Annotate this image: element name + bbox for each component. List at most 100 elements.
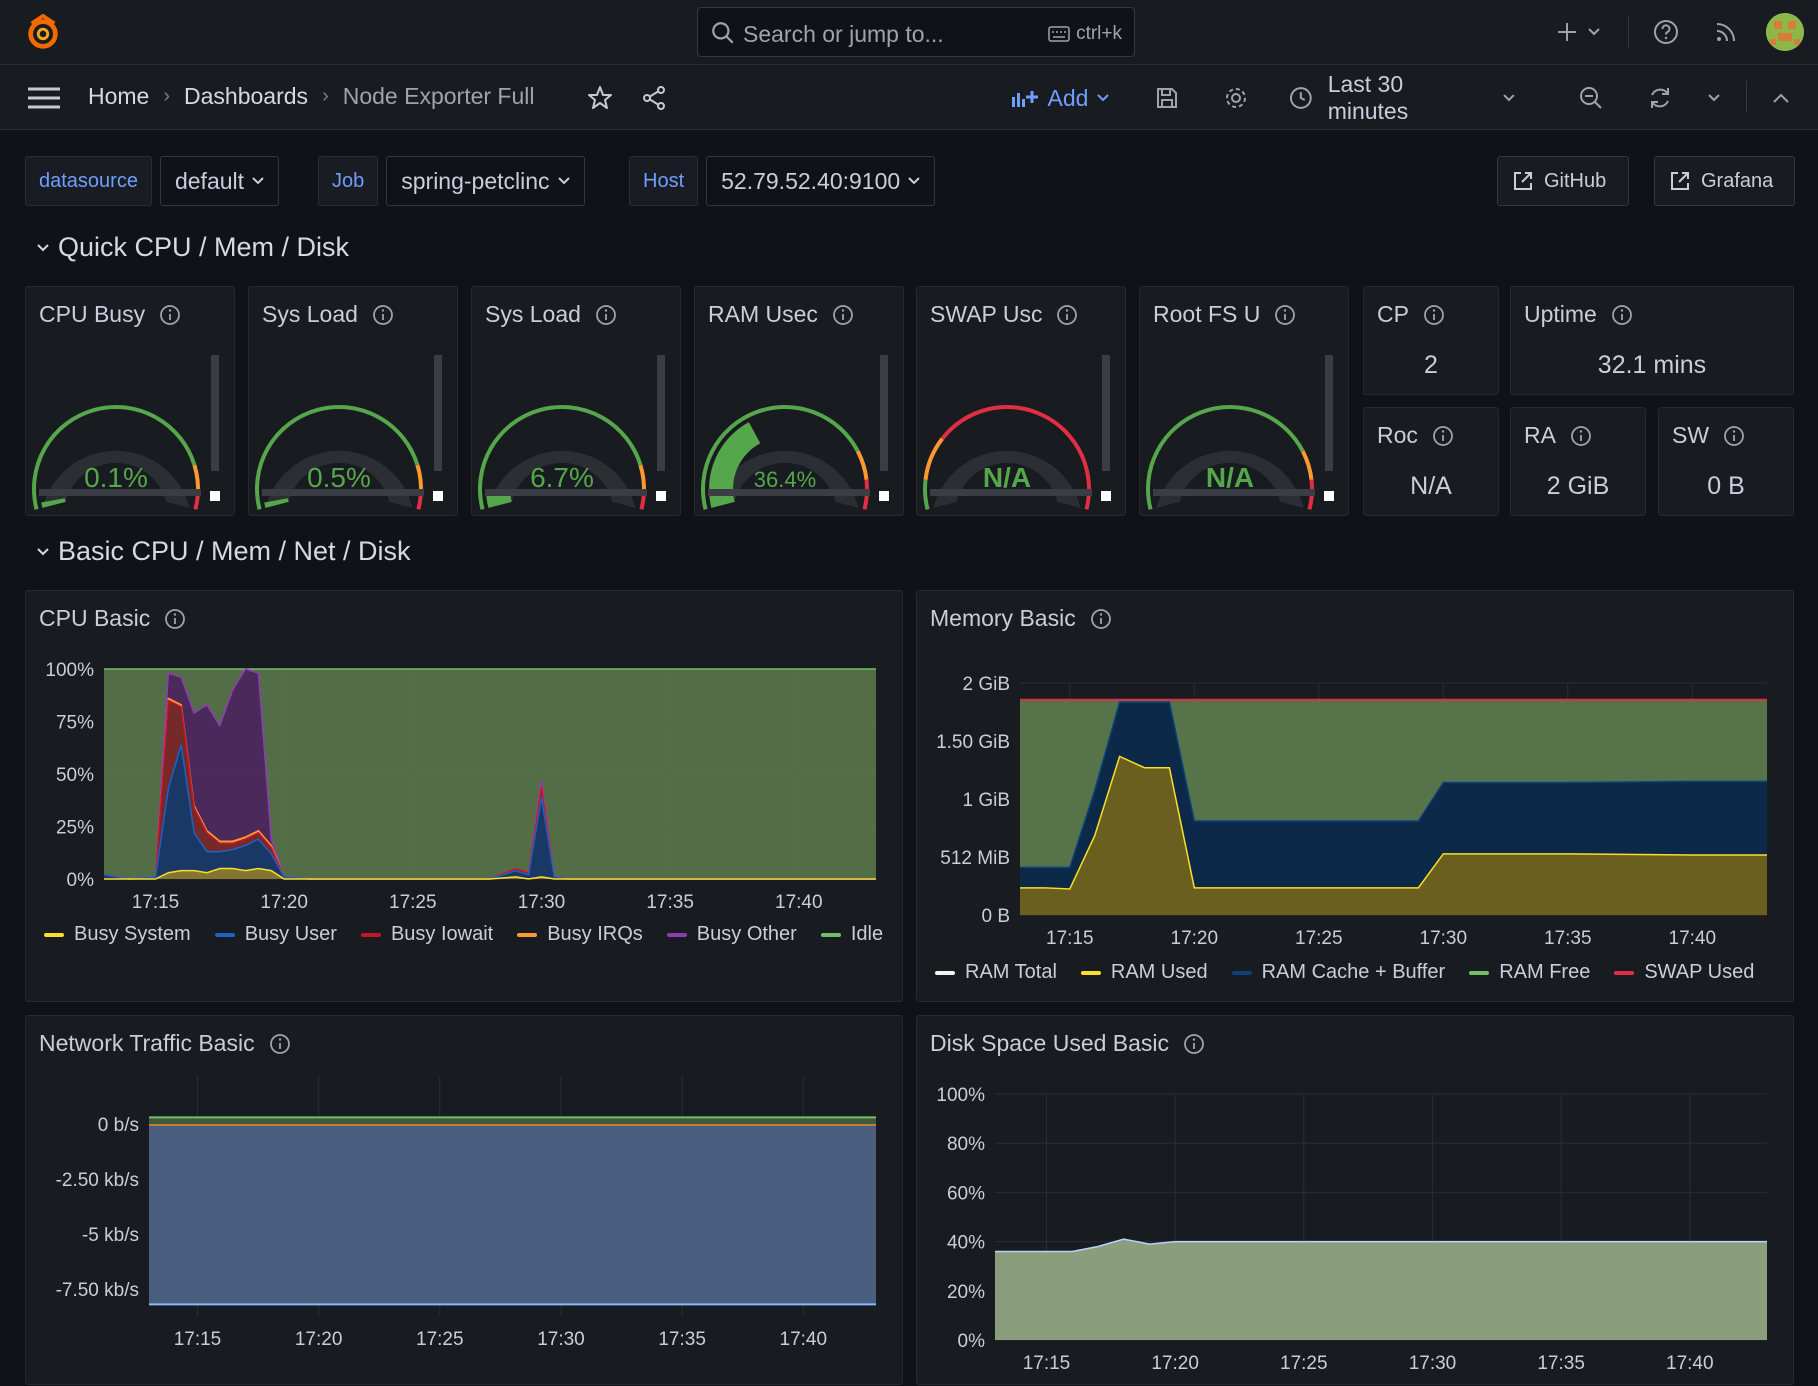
info-icon[interactable]	[1611, 304, 1633, 326]
select-value: spring-petclinc	[401, 167, 550, 194]
info-icon[interactable]	[159, 304, 181, 326]
info-icon[interactable]	[164, 608, 186, 630]
gauge-panel[interactable]: SWAP Usс N/A	[916, 286, 1126, 516]
panel-disk-space-used-basic[interactable]: Disk Space Used Basic 0% 20% 40% 60% 80% 100%…	[916, 1015, 1794, 1385]
gauge-side-bar	[657, 355, 665, 471]
user-avatar[interactable]	[1766, 13, 1804, 51]
gauge-threshold-red	[639, 494, 646, 510]
gauge-bottom-bar	[1153, 489, 1315, 496]
stat-panel-rootfs-total[interactable]: Roс N/A	[1363, 407, 1499, 516]
network-basic-chart[interactable]: 0 b/s -2.50 kb/s -5 kb/s -7.50 kb/s 17:15 17:…	[26, 1016, 904, 1386]
y-tick-label: 75%	[56, 713, 94, 734]
top-bar: Search or jump to... ctrl+k	[0, 0, 1818, 65]
ram-free-area	[1020, 699, 1767, 868]
info-icon[interactable]	[595, 304, 617, 326]
x-tick-label: 17:25	[416, 1329, 464, 1350]
legend-item[interactable]: Busy System	[44, 923, 191, 946]
panel-network-traffic-basic[interactable]: Network Traffic Basic 0 b/s -2.50 kb/s -5 …	[25, 1015, 903, 1385]
add-panel-button[interactable]: Add	[1004, 81, 1116, 115]
chevron-down-icon	[557, 177, 570, 185]
stat-panel-ram-total[interactable]: RA 2 GiB	[1510, 407, 1646, 516]
zoom-out-button[interactable]	[1574, 81, 1608, 115]
external-link-icon	[1514, 172, 1532, 190]
legend-item[interactable]: Idle	[820, 923, 883, 946]
collapse-nav-button[interactable]	[1764, 81, 1798, 115]
grafana-logo-icon[interactable]	[24, 14, 62, 52]
stat-panel-cpu-cores[interactable]: CP 2	[1363, 286, 1499, 395]
info-icon[interactable]	[1723, 425, 1745, 447]
info-icon[interactable]	[269, 1033, 291, 1055]
legend-item[interactable]: Busy Iowait	[360, 923, 493, 946]
chevron-down-icon	[908, 177, 920, 185]
y-tick-label: 20%	[947, 1282, 985, 1303]
y-tick-label: 0%	[958, 1331, 986, 1352]
gauge-panel[interactable]: Sys Load 0.5%	[248, 286, 458, 516]
panel-title-text: Root FS U	[1153, 301, 1261, 327]
info-icon[interactable]	[372, 304, 394, 326]
panel-cpu-basic[interactable]: CPU Basic 0% 25% 50% 75% 100% 17:15 17:20 17:25…	[25, 590, 903, 1002]
save-dashboard-button[interactable]	[1150, 81, 1184, 115]
gauge-panel[interactable]: Root FS U N/A	[1139, 286, 1349, 516]
gauge-panel[interactable]: CPU Busy 0.1%	[25, 286, 235, 516]
cpu-basic-chart[interactable]: 0% 25% 50% 75% 100% 17:15 17:20 17:25 17:30 17:35…	[26, 591, 904, 1003]
x-tick-label: 17:25	[1280, 1353, 1328, 1374]
breadcrumb-home[interactable]: Home	[88, 83, 150, 109]
legend-item[interactable]: Busy IRQs	[517, 923, 643, 946]
variable-datasource: datasource default	[25, 156, 280, 206]
legend-item[interactable]: Busy Other	[666, 923, 797, 946]
gauge-panel[interactable]: Sys Load 6.7%	[471, 286, 681, 516]
gauge-panel[interactable]: RAM Usec 36.4%	[694, 286, 904, 516]
github-link[interactable]: GitHub	[1497, 156, 1629, 206]
info-icon[interactable]	[832, 304, 854, 326]
legend-item[interactable]: RAM Total	[935, 961, 1057, 984]
legend-item[interactable]: SWAP Used	[1614, 961, 1754, 984]
gauge-track	[265, 450, 413, 508]
time-range-picker[interactable]: Last 30 minutes	[1288, 71, 1516, 124]
legend-item[interactable]: RAM Used	[1080, 961, 1208, 984]
legend-item[interactable]: RAM Cache + Buffer	[1231, 961, 1445, 984]
legend-swatch	[666, 932, 687, 937]
new-menu-button[interactable]	[1550, 14, 1610, 50]
host-select[interactable]: 52.79.52.40:9100	[706, 156, 936, 206]
share-button[interactable]	[637, 81, 671, 115]
info-icon[interactable]	[1090, 608, 1112, 630]
memory-basic-chart[interactable]: 0 B 512 MiB 1 GiB 1.50 GiB 2 GiB 17:15 17:20 17…	[917, 591, 1795, 1003]
menu-toggle-button[interactable]	[24, 81, 64, 115]
stat-panel-swap-total[interactable]: SW 0 B	[1658, 407, 1794, 516]
grafana-link[interactable]: Grafana	[1654, 156, 1795, 206]
info-icon[interactable]	[1056, 304, 1078, 326]
x-tick-label: 17:20	[260, 892, 308, 913]
help-button[interactable]	[1648, 14, 1684, 50]
job-select[interactable]: spring-petclinc	[386, 156, 585, 206]
panel-memory-basic[interactable]: Memory Basic 0 B 512 MiB 1 GiB 1.50 GiB 2 Gi…	[916, 590, 1794, 1002]
recv-area	[149, 1117, 876, 1124]
news-button[interactable]	[1708, 14, 1744, 50]
legend-swatch	[360, 932, 381, 937]
gauge-track	[42, 450, 190, 508]
info-icon[interactable]	[1423, 304, 1445, 326]
refresh-button[interactable]	[1643, 81, 1677, 115]
stat-value: 2	[1424, 351, 1438, 379]
search-input[interactable]: Search or jump to... ctrl+k	[697, 7, 1135, 57]
panel-title: CPU Basic	[39, 605, 186, 632]
legend-label: RAM Free	[1499, 961, 1591, 983]
info-icon[interactable]	[1432, 425, 1454, 447]
stat-panel-uptime[interactable]: Uptime 32.1 mins	[1510, 286, 1794, 395]
legend-item[interactable]: RAM Free	[1469, 961, 1590, 984]
dashboard-settings-button[interactable]	[1219, 81, 1253, 115]
disk-basic-chart[interactable]: 0% 20% 40% 60% 80% 100% 17:15 17:20 17:25 17:30 17…	[917, 1016, 1795, 1386]
row-basic-cpu-mem-net-disk[interactable]: Basic CPU / Mem / Net / Disk	[36, 536, 411, 567]
panel-title-text: Uptime	[1524, 301, 1597, 327]
info-icon[interactable]	[1274, 304, 1296, 326]
legend-item[interactable]: Busy User	[214, 923, 337, 946]
row-quick-cpu-mem-disk[interactable]: Quick CPU / Mem / Disk	[36, 232, 349, 263]
datasource-select[interactable]: default	[159, 156, 280, 206]
memory-legend: RAM Total RAM Used RAM Cache + Buffer RAM F…	[935, 961, 1785, 984]
refresh-interval-button[interactable]	[1700, 81, 1728, 115]
info-icon[interactable]	[1183, 1033, 1205, 1055]
star-button[interactable]	[583, 81, 617, 115]
breadcrumb-dashboards[interactable]: Dashboards	[184, 83, 309, 109]
keyboard-icon	[1048, 26, 1070, 42]
info-icon[interactable]	[1570, 425, 1592, 447]
gauge-marker	[1101, 491, 1111, 501]
